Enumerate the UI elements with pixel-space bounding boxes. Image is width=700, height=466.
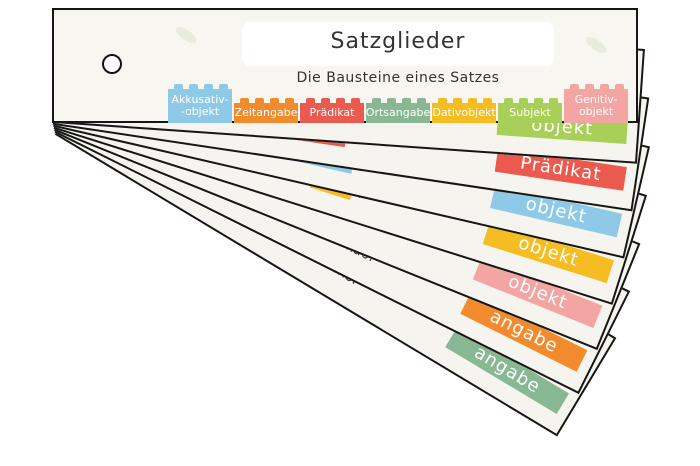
brick-2: Zeitangabe: [234, 98, 298, 123]
brick-4: Ortsangabe: [365, 98, 431, 123]
brick-stud: [483, 98, 492, 103]
punch-hole: [102, 54, 122, 74]
brick-stud: [615, 84, 624, 89]
brick-1: Akkusativ- -objekt: [168, 84, 232, 123]
title-box: Satzglieder: [242, 22, 554, 66]
brick-stud: [255, 98, 264, 103]
brick-stud: [336, 98, 345, 103]
brick-stud: [321, 98, 330, 103]
brick-stud: [417, 98, 426, 103]
brick-5: Dativobjekt: [432, 98, 496, 123]
brick-3: Prädikat: [300, 98, 364, 123]
brick-label: Genitiv- objekt: [574, 93, 618, 118]
front-card: Satzglieder Die Bausteine eines Satzes A…: [52, 8, 638, 123]
brick-label: Zeitangabe: [234, 106, 298, 119]
brick-stud: [402, 98, 411, 103]
brick-stud: [270, 98, 279, 103]
brick-label: Akkusativ- -objekt: [171, 93, 229, 118]
brick-stud: [387, 98, 396, 103]
brick-stud: [219, 84, 228, 89]
brick-label: Prädikat: [309, 106, 355, 119]
brick-label: Subjekt: [509, 106, 551, 119]
card-title: Satzglieder: [330, 29, 466, 54]
brick-stud: [468, 98, 477, 103]
brick-stud: [285, 98, 294, 103]
brick-stud: [600, 84, 609, 89]
brick-stud: [549, 98, 558, 103]
brick-6: Subjekt: [498, 98, 562, 123]
brick-label: Dativobjekt: [432, 106, 496, 119]
brick-stud: [504, 98, 513, 103]
brick-stud: [534, 98, 543, 103]
brick-stud: [351, 98, 360, 103]
brick-stud: [438, 98, 447, 103]
brick-stud: [585, 84, 594, 89]
card-subtitle: Die Bausteine eines Satzes: [296, 70, 500, 86]
brick-stud: [189, 84, 198, 89]
brick-7: Genitiv- objekt: [564, 84, 628, 123]
brick-stud: [372, 98, 381, 103]
leaf-decoration: [583, 34, 609, 56]
brick-stud: [519, 98, 528, 103]
brick-stud: [570, 84, 579, 89]
brick-stud: [453, 98, 462, 103]
brick-label: Ortsangabe: [365, 106, 431, 119]
leaf-decoration: [173, 24, 199, 46]
brick-stud: [240, 98, 249, 103]
brick-stud: [306, 98, 315, 103]
brick-stud: [174, 84, 183, 89]
brick-stud: [204, 84, 213, 89]
